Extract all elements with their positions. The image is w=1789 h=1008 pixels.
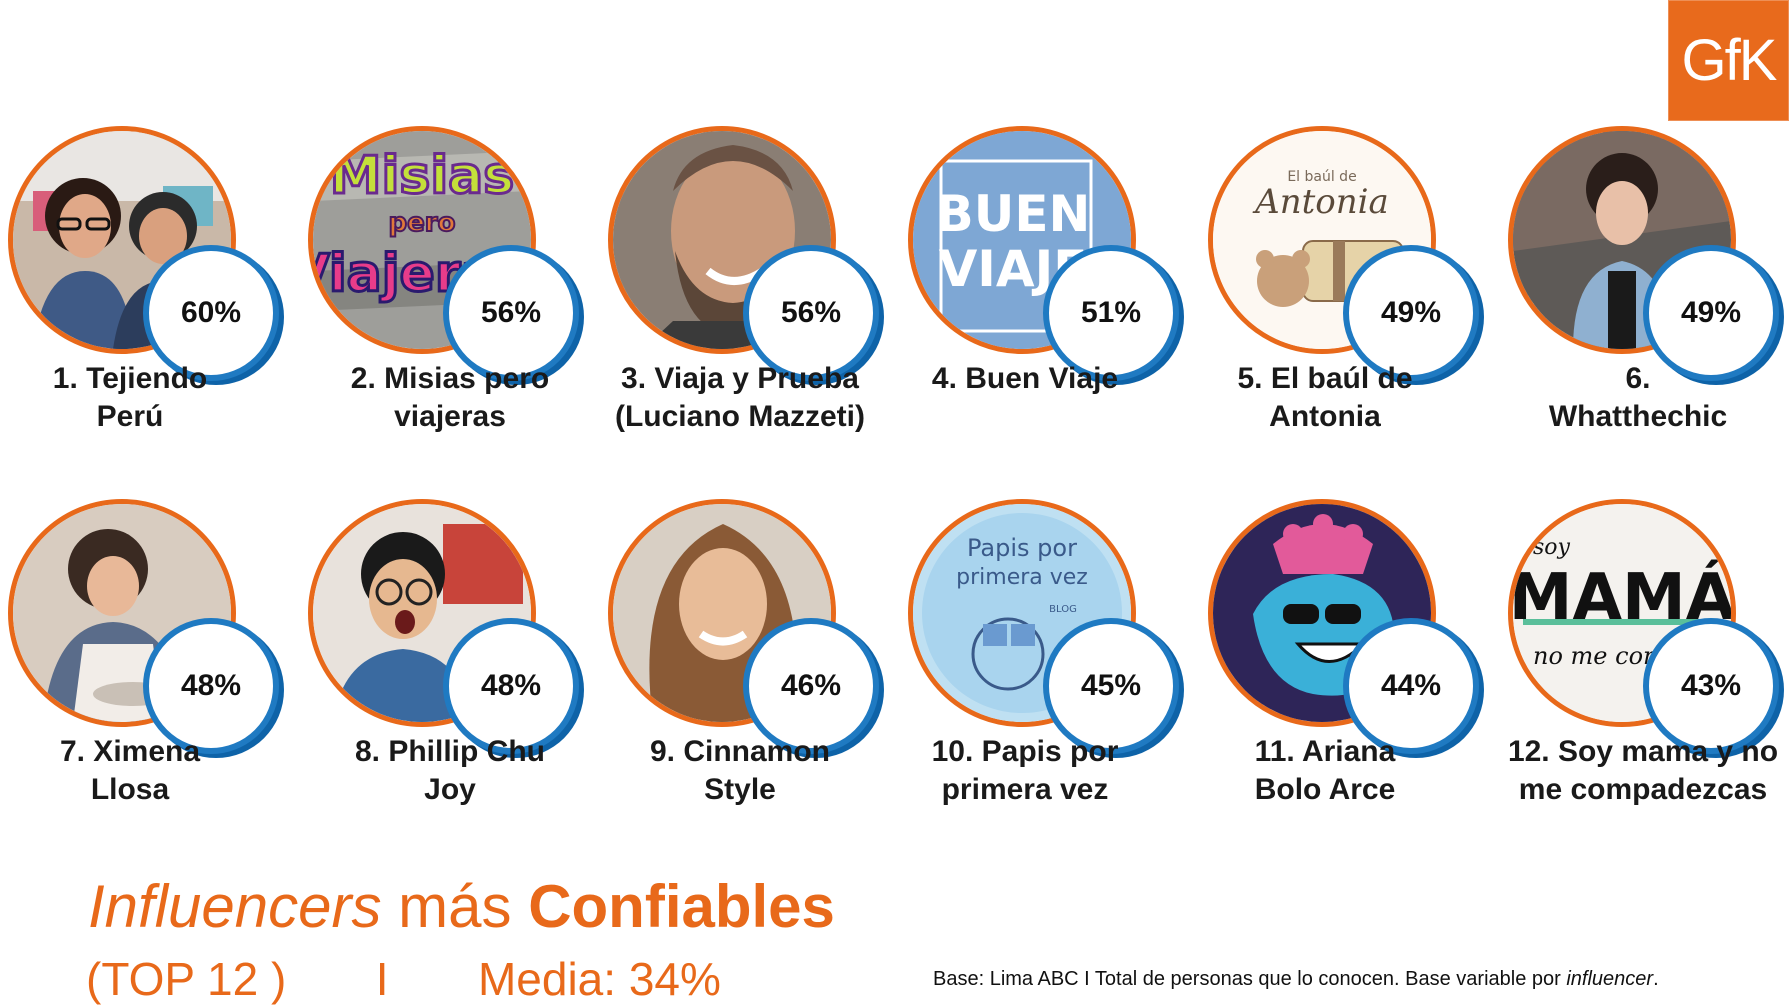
primera-vez-text: primera vez [956, 565, 1088, 590]
influencer-card-11: 44% 11. Ariana Bolo Arce [1200, 493, 1500, 863]
influencer-name: 9. Cinnamon Style [649, 735, 830, 806]
influencer-card-1: 60% 1. Tejiendo Perú [0, 120, 300, 490]
influencer-card-12: soy MAMÁ no me compadezcas 43% 12. Soy m… [1500, 493, 1789, 863]
photo-man-glasses-icon [308, 499, 536, 727]
percentage-badge: 48% [443, 618, 579, 754]
title-part-2: más [381, 873, 529, 940]
logo-soy-mama-icon: soy MAMÁ no me compadezcas [1508, 499, 1736, 727]
influencer-name: 1. Tejiendo Perú [52, 362, 208, 433]
influencer-name: 8. Phillip Chu Joy [354, 735, 545, 806]
influencer-name: 2. Misias pero viajeras [350, 362, 550, 433]
el-baul-de-text: El baúl de [1287, 169, 1356, 185]
influencer-card-8: 48% 8. Phillip Chu Joy [300, 493, 600, 863]
influencer-name: 12. Soy mama y no me compadezcas [1507, 735, 1779, 806]
influencer-name: 4. Buen Viaje [931, 362, 1119, 395]
influencer-name: 10. Papis por primera vez [931, 735, 1119, 806]
misias-word: Misias [330, 146, 514, 206]
title-part-1: Influencers [88, 873, 382, 940]
blog-text: BLOG [1049, 604, 1077, 615]
base-end: . [1653, 968, 1659, 990]
percentage-badge: 56% [443, 245, 579, 381]
influencer-name: 6. Whatthechic [1548, 362, 1728, 433]
percentage-badge: 56% [743, 245, 879, 381]
influencer-name: 11. Ariana Bolo Arce [1254, 735, 1396, 806]
base-note: Base: Lima ABC I Total de personas que l… [933, 968, 1659, 991]
influencer-name: 3. Viaja y Prueba (Luciano Mazzeti) [614, 362, 865, 433]
influencer-card-2: Misias pero Viajeras 56% 2. Misias pero … [300, 120, 600, 490]
percentage-badge: 44% [1343, 618, 1479, 754]
pero-word: pero [389, 208, 456, 238]
influencer-card-3: 56% 3. Viaja y Prueba (Luciano Mazzeti) [600, 120, 900, 490]
logo-ariana-bolo-arce-icon [1208, 499, 1436, 727]
percentage-badge: 49% [1343, 245, 1479, 381]
antonia-text: Antonia [1252, 182, 1389, 222]
influencer-card-10: Papis por primera vez BLOG 45% 10. Papis… [900, 493, 1200, 863]
page-title: Influencers más Confiables [88, 872, 835, 941]
percentage-badge: 60% [143, 245, 279, 381]
influencer-name: 5. El baúl de Antonia [1237, 362, 1413, 433]
gfk-logo: GfK [1668, 0, 1789, 121]
base-text: Base: Lima ABC I Total de personas que l… [933, 968, 1567, 990]
influencer-name: 7. Ximena Llosa [59, 735, 201, 806]
soy-text: soy [1533, 535, 1571, 560]
influencer-card-6: 49% 6. Whatthechic [1500, 120, 1789, 490]
percentage-badge: 43% [1643, 618, 1779, 754]
page-subtitle: (TOP 12 ) I Media: 34% [86, 953, 721, 1005]
percentage-badge: 51% [1043, 245, 1179, 381]
influencer-card-7: 48% 7. Ximena Llosa [0, 493, 300, 863]
papis-por-text: Papis por [967, 534, 1077, 562]
percentage-badge: 48% [143, 618, 279, 754]
photo-woman-smiling-icon [608, 499, 836, 727]
influencer-card-9: 46% 9. Cinnamon Style [600, 493, 900, 863]
base-italic: influencer [1566, 968, 1654, 990]
influencer-card-5: El baúl de Antonia 49% 5. El baúl de Ant… [1200, 120, 1500, 490]
buen-word: BUEN [936, 185, 1091, 243]
percentage-badge: 46% [743, 618, 879, 754]
influencer-card-4: BUEN VIAJE 51% 4. Buen Viaje [900, 120, 1200, 490]
title-part-3: Confiables [528, 873, 835, 940]
percentage-badge: 49% [1643, 245, 1779, 381]
percentage-badge: 45% [1043, 618, 1179, 754]
